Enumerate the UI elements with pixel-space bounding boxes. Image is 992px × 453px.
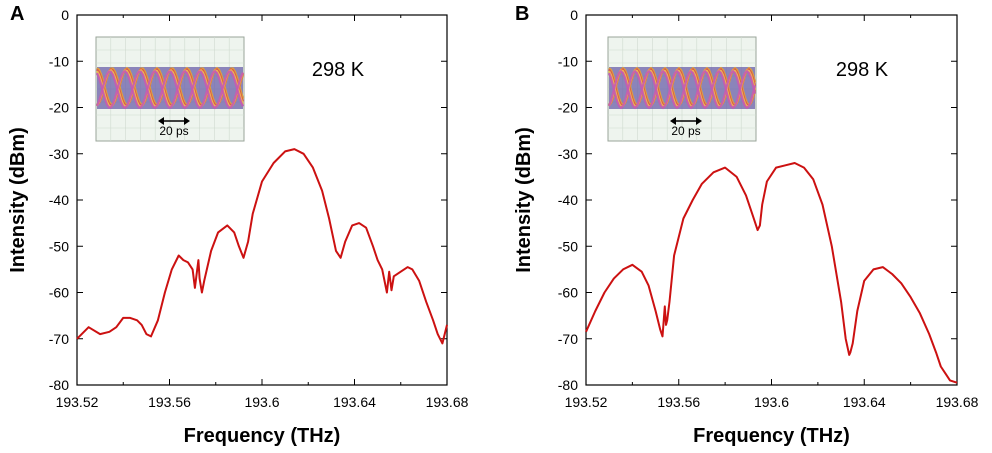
y-tick-label: -70 bbox=[49, 331, 69, 347]
x-tick-label: 193.6 bbox=[244, 394, 279, 410]
y-tick-label: -80 bbox=[558, 377, 578, 393]
eye-trace bbox=[95, 69, 244, 109]
x-axis-title: Frequency (THz) bbox=[184, 425, 341, 447]
y-tick-label: 0 bbox=[570, 7, 578, 23]
spectrum-line bbox=[585, 162, 958, 384]
y-tick-label: -20 bbox=[558, 100, 578, 116]
eye-trace bbox=[607, 69, 757, 110]
y-tick-label: -80 bbox=[49, 377, 69, 393]
time-scale-label: 20 ps bbox=[671, 124, 700, 138]
scale-arrow-head-right bbox=[184, 117, 190, 125]
y-tick-label: 0 bbox=[61, 7, 69, 23]
x-tick-label: 193.52 bbox=[565, 394, 608, 410]
y-tick-label: -60 bbox=[49, 285, 69, 301]
temperature-annotation: 298 K bbox=[836, 59, 889, 81]
x-tick-label: 193.64 bbox=[843, 394, 886, 410]
x-tick-label: 193.68 bbox=[936, 394, 979, 410]
y-axis-title: Intensity (dBm) bbox=[7, 127, 29, 273]
y-tick-label: -40 bbox=[558, 192, 578, 208]
x-tick-label: 193.52 bbox=[56, 394, 99, 410]
scale-arrow-head-left bbox=[158, 117, 164, 125]
x-tick-label: 193.6 bbox=[754, 394, 789, 410]
y-tick-label: -50 bbox=[558, 238, 578, 254]
spectrum-line bbox=[76, 148, 448, 345]
x-axis-title: Frequency (THz) bbox=[693, 425, 850, 447]
x-tick-label: 193.64 bbox=[333, 394, 376, 410]
y-tick-label: -70 bbox=[558, 331, 578, 347]
time-scale-label: 20 ps bbox=[159, 124, 188, 138]
scale-arrow-head-right bbox=[696, 117, 702, 125]
eye-diagram-inset: 20 ps bbox=[95, 36, 245, 142]
y-tick-label: -10 bbox=[49, 53, 69, 69]
x-tick-label: 193.56 bbox=[148, 394, 191, 410]
x-tick-label: 193.56 bbox=[657, 394, 700, 410]
temperature-annotation: 298 K bbox=[312, 59, 365, 81]
eye-diagram-inset: 20 ps bbox=[607, 36, 757, 142]
y-tick-label: -50 bbox=[49, 238, 69, 254]
y-tick-label: -40 bbox=[49, 192, 69, 208]
eye-trace bbox=[607, 69, 757, 110]
y-axis-title: Intensity (dBm) bbox=[513, 127, 535, 273]
y-tick-label: -20 bbox=[49, 100, 69, 116]
y-tick-label: -30 bbox=[558, 146, 578, 162]
y-tick-label: -60 bbox=[558, 285, 578, 301]
y-tick-label: -30 bbox=[49, 146, 69, 162]
panel-letter: A bbox=[10, 3, 24, 25]
y-tick-label: -10 bbox=[558, 53, 578, 69]
scale-arrow-head-left bbox=[670, 117, 676, 125]
x-tick-label: 193.68 bbox=[426, 394, 469, 410]
panel-letter: B bbox=[515, 3, 529, 25]
eye-trace bbox=[95, 70, 244, 110]
